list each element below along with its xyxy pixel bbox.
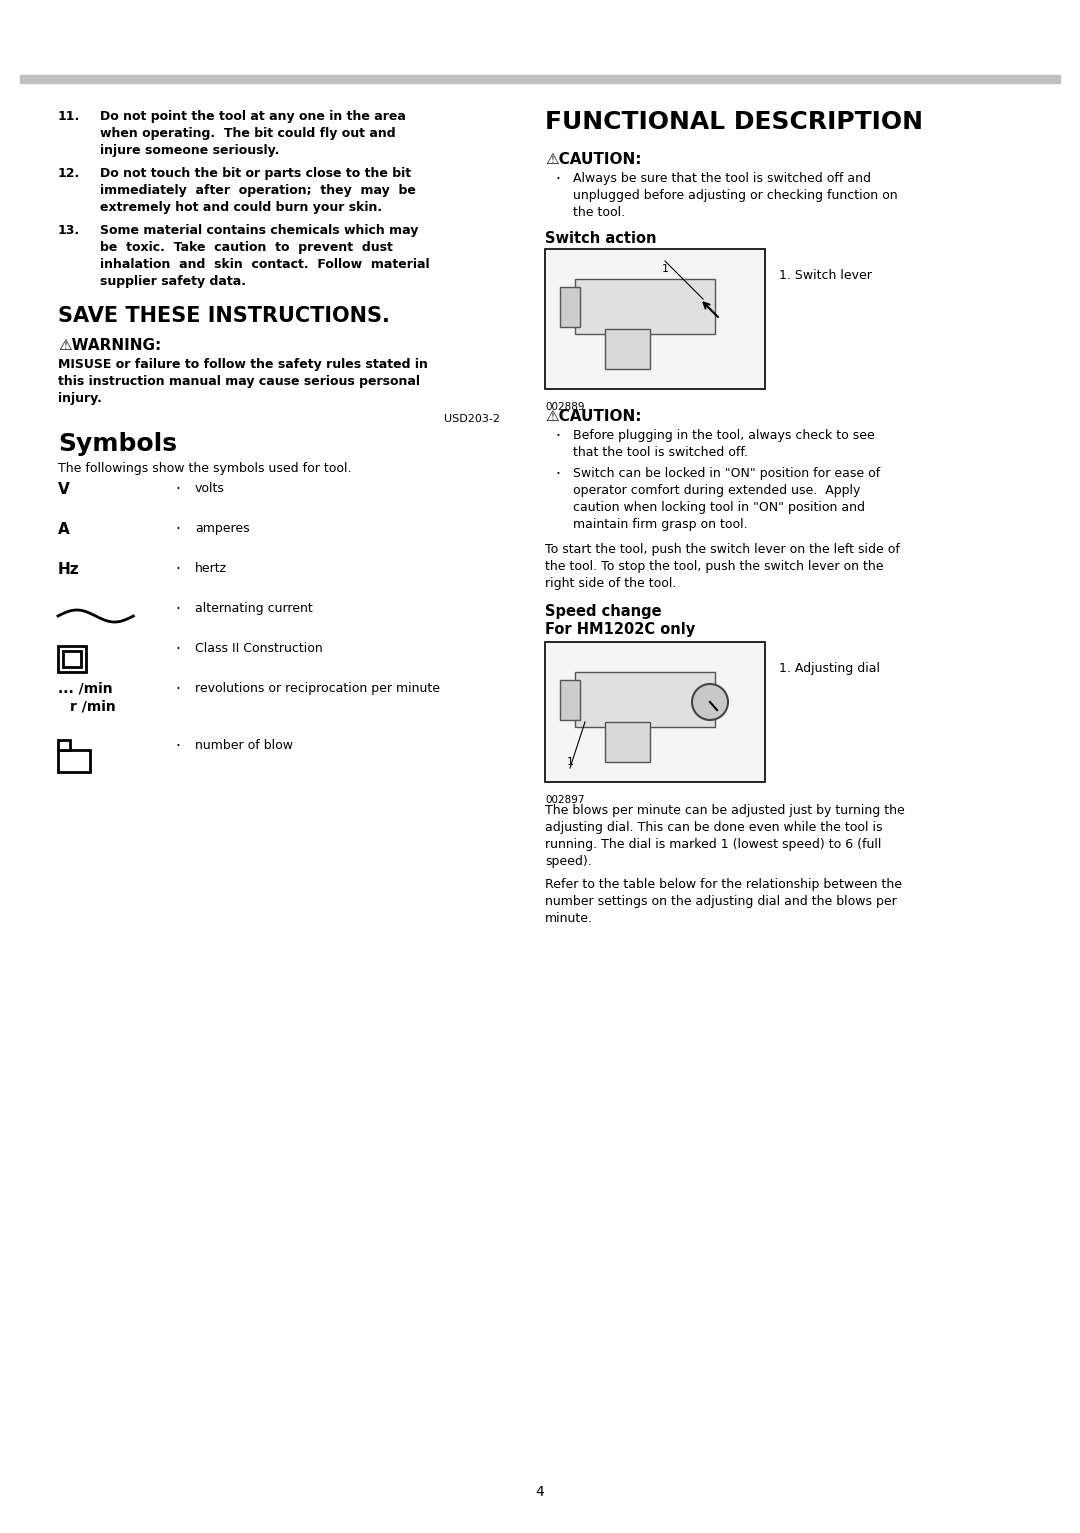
Text: injure someone seriously.: injure someone seriously. bbox=[100, 144, 280, 156]
Text: volts: volts bbox=[195, 481, 225, 495]
Bar bbox=[561, 681, 580, 721]
Text: this instruction manual may cause serious personal: this instruction manual may cause seriou… bbox=[58, 376, 420, 388]
Text: Always be sure that the tool is switched off and: Always be sure that the tool is switched… bbox=[573, 172, 870, 185]
Text: revolutions or reciprocation per minute: revolutions or reciprocation per minute bbox=[195, 682, 440, 694]
Text: ⚠CAUTION:: ⚠CAUTION: bbox=[545, 152, 642, 167]
Text: For HM1202C only: For HM1202C only bbox=[545, 622, 696, 638]
Text: running. The dial is marked 1 (lowest speed) to 6 (full: running. The dial is marked 1 (lowest sp… bbox=[545, 839, 881, 851]
Text: adjusting dial. This can be done even while the tool is: adjusting dial. This can be done even wh… bbox=[545, 822, 882, 834]
Text: Do not touch the bit or parts close to the bit: Do not touch the bit or parts close to t… bbox=[100, 167, 411, 179]
Text: supplier safety data.: supplier safety data. bbox=[100, 274, 246, 288]
Text: be  toxic.  Take  caution  to  prevent  dust: be toxic. Take caution to prevent dust bbox=[100, 241, 393, 254]
Text: ·: · bbox=[175, 523, 180, 537]
Text: V: V bbox=[58, 481, 70, 497]
Text: ⚠CAUTION:: ⚠CAUTION: bbox=[545, 409, 642, 425]
Text: immediately  after  operation;  they  may  be: immediately after operation; they may be bbox=[100, 184, 416, 198]
Text: ·: · bbox=[175, 739, 180, 754]
Text: that the tool is switched off.: that the tool is switched off. bbox=[573, 446, 748, 458]
Bar bbox=[545, 248, 765, 389]
Text: ... /min: ... /min bbox=[58, 682, 112, 696]
Text: Switch action: Switch action bbox=[545, 231, 657, 245]
Text: speed).: speed). bbox=[545, 855, 592, 868]
Text: right side of the tool.: right side of the tool. bbox=[545, 576, 676, 590]
Text: ⚠WARNING:: ⚠WARNING: bbox=[58, 337, 161, 353]
Text: the tool.: the tool. bbox=[573, 205, 625, 219]
Text: Before plugging in the tool, always check to see: Before plugging in the tool, always chec… bbox=[573, 429, 875, 442]
Text: ·: · bbox=[555, 172, 559, 187]
Text: number settings on the adjusting dial and the blows per: number settings on the adjusting dial an… bbox=[545, 895, 896, 908]
Text: Switch can be locked in "ON" position for ease of: Switch can be locked in "ON" position fo… bbox=[573, 468, 880, 480]
Text: ·: · bbox=[175, 682, 180, 698]
Text: ·: · bbox=[175, 563, 180, 576]
Text: operator comfort during extended use.  Apply: operator comfort during extended use. Ap… bbox=[573, 484, 861, 497]
Bar bbox=[545, 642, 765, 782]
Text: 1. Switch lever: 1. Switch lever bbox=[779, 268, 872, 282]
Text: Do not point the tool at any one in the area: Do not point the tool at any one in the … bbox=[100, 110, 406, 123]
Text: Refer to the table below for the relationship between the: Refer to the table below for the relatio… bbox=[545, 878, 902, 891]
Bar bbox=[63, 652, 81, 667]
Text: ·: · bbox=[175, 602, 180, 616]
Text: Class II Construction: Class II Construction bbox=[195, 642, 323, 655]
Text: Speed change: Speed change bbox=[545, 604, 662, 619]
Text: caution when locking tool in "ON" position and: caution when locking tool in "ON" positi… bbox=[573, 501, 865, 514]
Text: inhalation  and  skin  contact.  Follow  material: inhalation and skin contact. Follow mate… bbox=[100, 258, 430, 271]
Bar bbox=[575, 279, 715, 334]
Text: Symbols: Symbols bbox=[58, 432, 177, 455]
Text: Hz: Hz bbox=[58, 563, 80, 576]
Text: minute.: minute. bbox=[545, 912, 593, 924]
Text: 11.: 11. bbox=[58, 110, 80, 123]
Text: The followings show the symbols used for tool.: The followings show the symbols used for… bbox=[58, 461, 351, 475]
Text: ·: · bbox=[555, 468, 559, 481]
Bar bbox=[605, 330, 650, 369]
Text: extremely hot and could burn your skin.: extremely hot and could burn your skin. bbox=[100, 201, 382, 215]
Text: when operating.  The bit could fly out and: when operating. The bit could fly out an… bbox=[100, 127, 395, 140]
Text: alternating current: alternating current bbox=[195, 602, 313, 615]
Text: To start the tool, push the switch lever on the left side of: To start the tool, push the switch lever… bbox=[545, 543, 900, 556]
Text: ·: · bbox=[175, 642, 180, 658]
Text: ·: · bbox=[175, 481, 180, 497]
Text: 002897: 002897 bbox=[545, 796, 584, 805]
Text: unplugged before adjusting or checking function on: unplugged before adjusting or checking f… bbox=[573, 189, 897, 202]
Text: 1: 1 bbox=[661, 264, 669, 274]
Text: USD203-2: USD203-2 bbox=[444, 414, 500, 425]
Text: r /min: r /min bbox=[70, 699, 116, 713]
Bar bbox=[21, 75, 1059, 83]
Text: A: A bbox=[58, 523, 70, 537]
Text: ·: · bbox=[555, 429, 559, 445]
Text: 4: 4 bbox=[536, 1485, 544, 1499]
Text: 12.: 12. bbox=[58, 167, 80, 179]
Text: amperes: amperes bbox=[195, 523, 249, 535]
Text: Some material contains chemicals which may: Some material contains chemicals which m… bbox=[100, 224, 418, 238]
Bar bbox=[575, 671, 715, 727]
Text: hertz: hertz bbox=[195, 563, 227, 575]
Text: 1: 1 bbox=[567, 757, 573, 766]
Text: MISUSE or failure to follow the safety rules stated in: MISUSE or failure to follow the safety r… bbox=[58, 359, 428, 371]
Bar bbox=[605, 722, 650, 762]
Text: 002889: 002889 bbox=[545, 402, 584, 412]
Text: The blows per minute can be adjusted just by turning the: The blows per minute can be adjusted jus… bbox=[545, 803, 905, 817]
Text: 1. Adjusting dial: 1. Adjusting dial bbox=[779, 662, 880, 675]
Circle shape bbox=[692, 684, 728, 721]
Text: the tool. To stop the tool, push the switch lever on the: the tool. To stop the tool, push the swi… bbox=[545, 560, 883, 573]
Bar bbox=[58, 645, 86, 671]
Text: 13.: 13. bbox=[58, 224, 80, 238]
Text: maintain firm grasp on tool.: maintain firm grasp on tool. bbox=[573, 518, 747, 530]
Bar bbox=[58, 750, 90, 773]
Text: number of blow: number of blow bbox=[195, 739, 293, 753]
Text: FUNCTIONAL DESCRIPTION: FUNCTIONAL DESCRIPTION bbox=[545, 110, 923, 133]
Text: injury.: injury. bbox=[58, 392, 102, 405]
Bar bbox=[58, 740, 70, 750]
Bar bbox=[561, 287, 580, 327]
Text: SAVE THESE INSTRUCTIONS.: SAVE THESE INSTRUCTIONS. bbox=[58, 307, 390, 327]
